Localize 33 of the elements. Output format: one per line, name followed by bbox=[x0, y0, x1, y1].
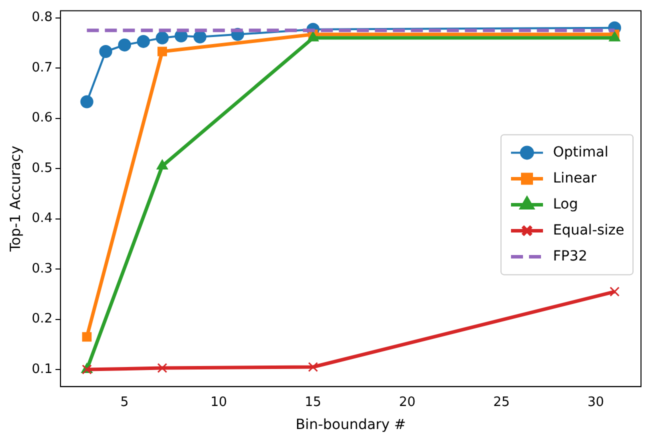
x-tick-label: 20 bbox=[399, 394, 416, 410]
x-tick-label: 5 bbox=[120, 394, 129, 410]
x-tick-label: 10 bbox=[210, 394, 228, 410]
legend-label: Linear bbox=[553, 170, 597, 186]
x-tick-label: 15 bbox=[304, 394, 322, 410]
point bbox=[610, 286, 620, 297]
legend-label: FP32 bbox=[553, 248, 588, 264]
point bbox=[156, 31, 169, 44]
legend-label: Log bbox=[553, 196, 578, 212]
point bbox=[118, 38, 132, 52]
point bbox=[158, 46, 167, 56]
y-tick-label: 0.3 bbox=[32, 261, 52, 276]
x-tick-label: 25 bbox=[493, 394, 510, 410]
point bbox=[136, 34, 150, 48]
point bbox=[308, 362, 318, 372]
y-tick-label: 0.1 bbox=[32, 362, 52, 377]
point bbox=[156, 160, 168, 170]
legend-label: Optimal bbox=[553, 144, 608, 160]
point bbox=[193, 30, 206, 44]
x-axis-title: Bin-boundary # bbox=[296, 417, 406, 434]
y-tick-label: 0.6 bbox=[32, 110, 52, 126]
y-tick-label: 0.4 bbox=[32, 211, 52, 226]
point bbox=[80, 95, 94, 108]
point bbox=[99, 44, 112, 58]
y-tick-label: 0.2 bbox=[32, 312, 52, 327]
y-tick-label: 0.7 bbox=[32, 60, 52, 76]
y-tick-label: 0.8 bbox=[32, 10, 52, 26]
legend-label: Equal-size bbox=[553, 222, 624, 238]
point bbox=[82, 332, 92, 342]
point bbox=[157, 363, 168, 374]
y-tick-label: 0.5 bbox=[32, 160, 52, 176]
y-axis-title: Top-1 Accuracy bbox=[8, 146, 24, 253]
x-tick-label: 30 bbox=[587, 394, 604, 410]
